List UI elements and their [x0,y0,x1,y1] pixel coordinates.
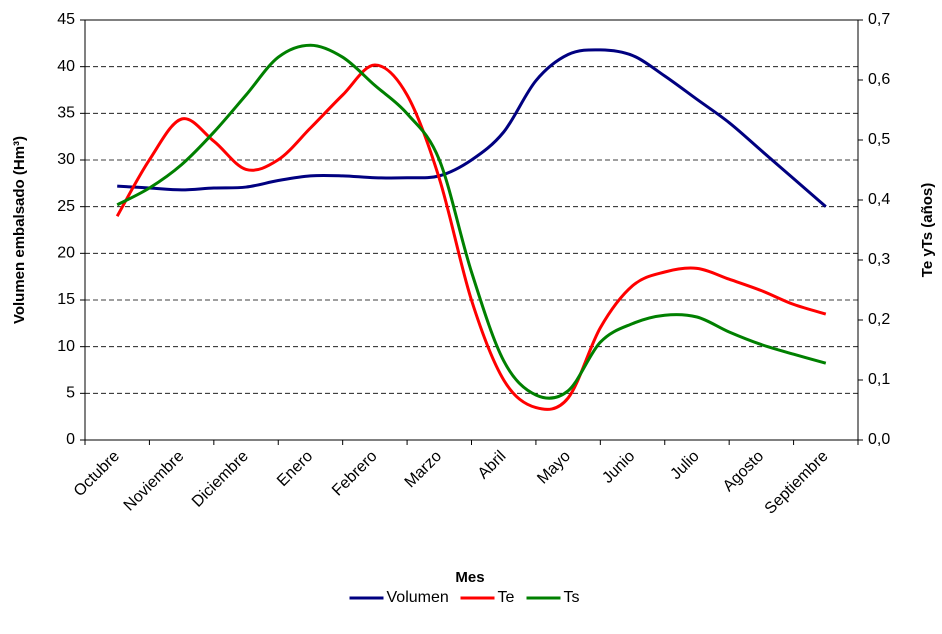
x-tick-label: Enero [274,448,316,490]
y-tick-label: 35 [57,105,75,122]
x-tick-label: Febrero [329,448,381,500]
x-tick-label: Noviembre [121,448,188,515]
y-tick-label: 10 [57,338,75,355]
y2-tick-label: 0,7 [868,11,890,28]
y-axis-title: Volumen embalsado (Hm³) [11,136,28,324]
x-tick-label: Octubre [71,448,123,500]
legend-label: Volumen [387,589,449,606]
x-tick-label: Agosto [720,448,767,495]
y-tick-label: 40 [57,58,75,75]
y-tick-label: 20 [57,245,75,262]
y2-tick-label: 0,4 [868,191,890,208]
y-tick-label: 5 [66,385,75,402]
y-tick-label: 25 [57,198,75,215]
line-series [115,63,827,411]
y2-tick-label: 0,1 [868,371,890,388]
y2-tick-label: 0,6 [868,71,890,88]
plot-frame [84,19,859,441]
x-tick-label: Marzo [402,448,446,492]
y2-tick-label: 0,2 [868,311,890,328]
y2-tick-label: 0,0 [868,431,890,448]
line-series [116,43,827,400]
legend-label: Te [498,589,515,606]
y2-tick-label: 0,3 [868,251,890,268]
x-tick-label: Mayo [534,448,574,488]
legend-label: Ts [564,589,580,606]
y-tick-label: 15 [57,291,75,308]
x-tick-label: Diciembre [189,448,252,511]
x-tick-label: Abril [475,448,510,483]
y-tick-label: 0 [66,431,75,448]
x-axis-title: Mes [455,569,484,586]
y-tick-label: 30 [57,151,75,168]
x-tick-label: Septiembre [762,448,832,518]
y2-axis-title: Te yTs (años) [919,183,936,277]
line-series [117,48,827,208]
x-tick-label: Junio [599,448,638,487]
x-tick-label: Julio [667,448,702,483]
y-tick-label: 45 [57,11,75,28]
y2-tick-label: 0,5 [868,131,890,148]
